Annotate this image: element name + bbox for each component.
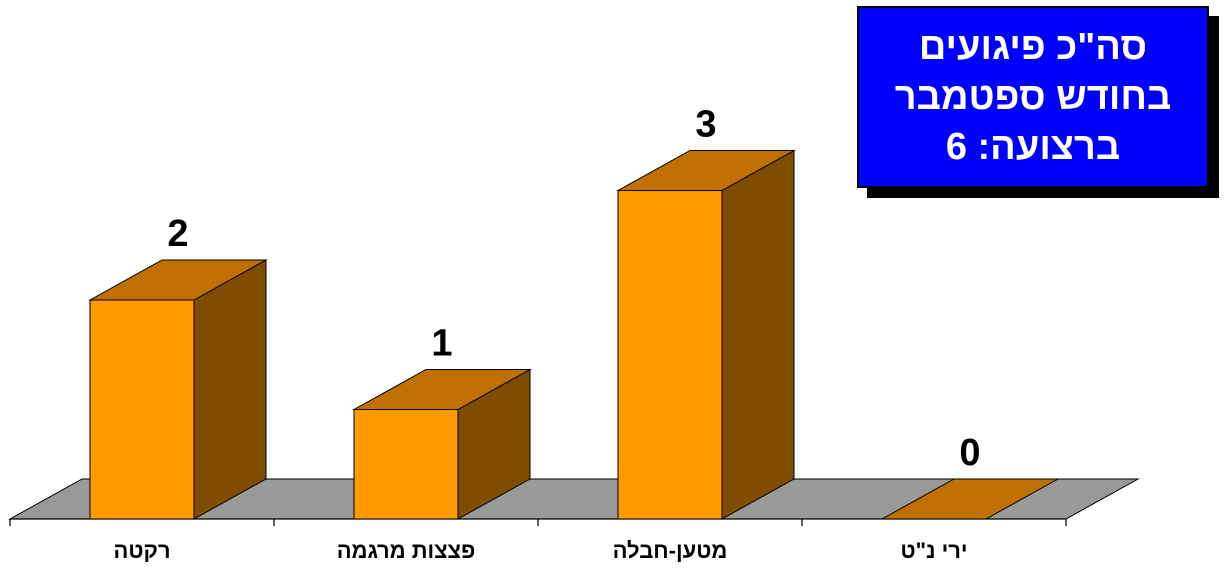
bars [88, 149, 1060, 520]
bar [88, 259, 268, 520]
bar-top-face [616, 150, 796, 191]
data-label: 1 [431, 323, 452, 365]
data-label: 0 [959, 432, 980, 474]
bar-side-face [193, 259, 267, 520]
bar [880, 478, 1060, 520]
info-box-line-1: סה"כ פיגועים [918, 26, 1148, 68]
category-label: פצצות מרגמה [337, 538, 476, 563]
bar-front-face [353, 409, 459, 520]
data-label: 3 [695, 104, 716, 146]
info-box-panel: סה"כ פיגועים בחודש ספטמבר ברצועה: 6 [857, 6, 1209, 188]
info-box-line-2: בחודש ספטמבר [894, 76, 1172, 118]
info-box-line-3: ברצועה: 6 [945, 126, 1121, 168]
bar-side-face [721, 149, 795, 520]
category-label: ירי נ"ט [900, 538, 967, 563]
bar-top-face [88, 259, 268, 301]
category-label: מטען-חבלה [613, 538, 728, 563]
category-label: רקטה [113, 538, 170, 563]
bar [616, 149, 796, 520]
data-label: 2 [167, 213, 188, 255]
category-labels: רקטה פצצות מרגמה מטען-חבלה ירי נ"ט [113, 538, 967, 563]
data-labels: 2 1 3 0 [167, 104, 980, 475]
bar-top-face [352, 369, 532, 410]
bar-front-face [89, 299, 195, 520]
category-axis [9, 518, 1067, 526]
total-attacks-box: סה"כ פיגועים בחודש ספטמבר ברצועה: 6 [857, 6, 1219, 198]
bar-top-face [880, 478, 1060, 520]
bar-front-face [617, 190, 723, 520]
bar [352, 368, 532, 520]
